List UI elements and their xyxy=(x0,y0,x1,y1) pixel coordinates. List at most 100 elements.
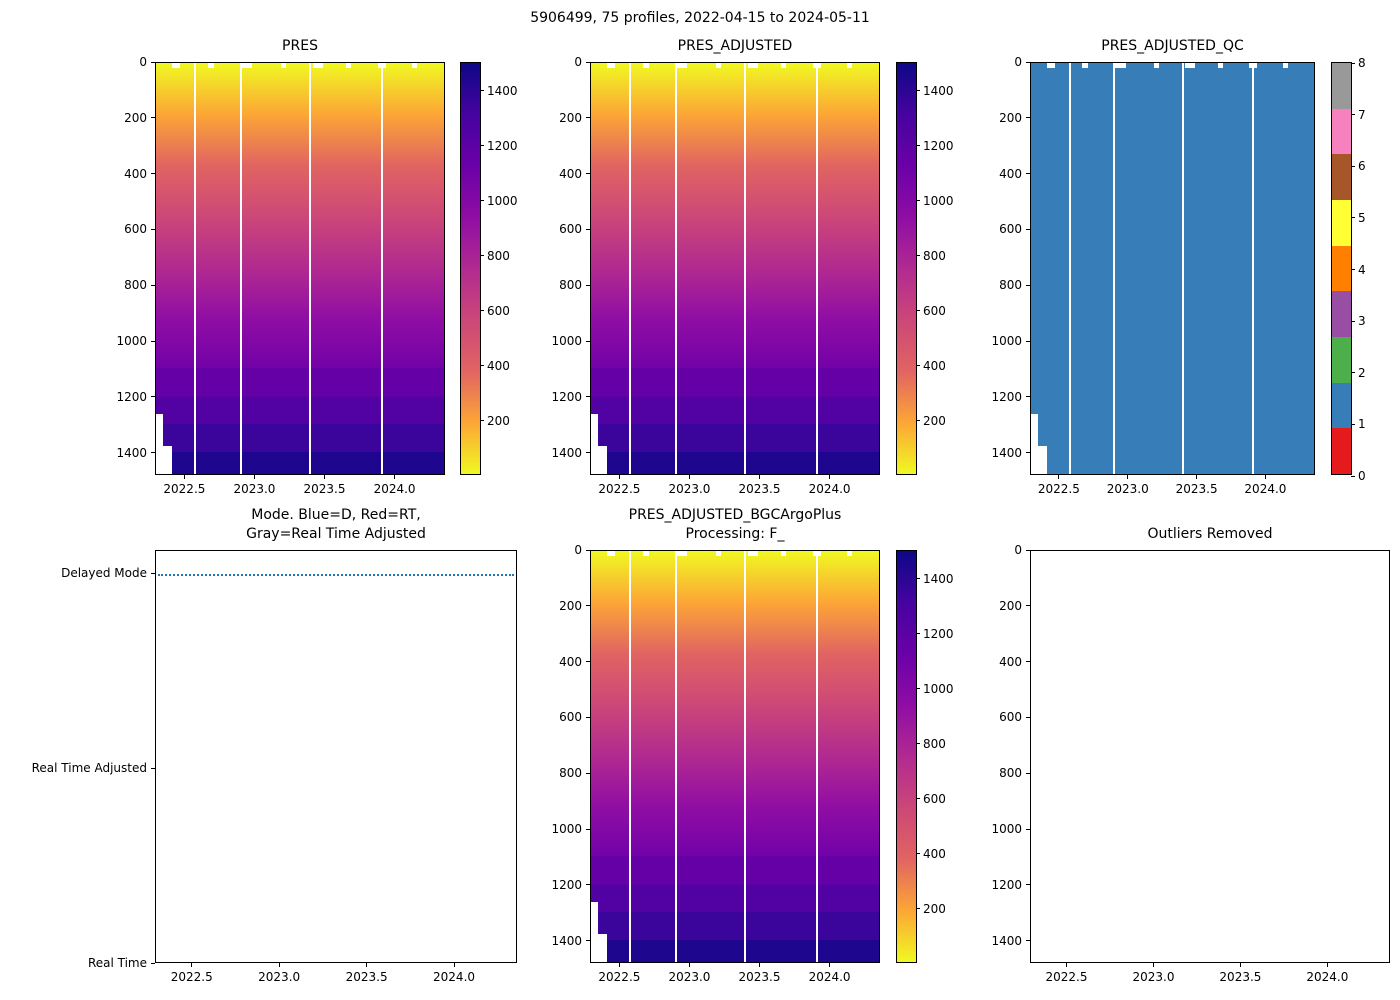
xtick xyxy=(183,475,185,479)
ytick xyxy=(151,61,155,63)
gap xyxy=(744,63,747,474)
cbtick xyxy=(916,420,920,422)
ylab: 200 xyxy=(124,110,147,125)
xlab: 2024.0 xyxy=(1306,970,1349,984)
ylab: 1400 xyxy=(116,445,147,460)
notch xyxy=(239,63,253,68)
cblab: 200 xyxy=(923,901,946,916)
ytick xyxy=(586,772,590,774)
cblab: 4 xyxy=(1358,262,1366,277)
xtick xyxy=(1196,475,1198,479)
cbtick xyxy=(916,145,920,147)
axes-qc xyxy=(1030,62,1315,475)
xlab: 2024.0 xyxy=(1244,482,1287,496)
cbtick xyxy=(1351,372,1355,374)
xlab: 2023.0 xyxy=(258,970,301,984)
notch xyxy=(312,63,324,68)
xlab: 2023.5 xyxy=(738,482,781,496)
cblab: 3 xyxy=(1358,314,1366,329)
ylab: 1400 xyxy=(991,933,1022,948)
notch xyxy=(606,63,616,68)
ytick xyxy=(586,117,590,119)
ylab: 600 xyxy=(559,710,582,725)
notch xyxy=(1185,63,1196,68)
cblab: 1200 xyxy=(487,138,518,153)
cblab: 5 xyxy=(1358,210,1366,225)
gap xyxy=(1068,63,1071,474)
subplot-pres-adjusted-bgc: PRES_ADJUSTED_BGCArgoPlus Processing: F_… xyxy=(551,507,880,984)
cbtick xyxy=(916,255,920,257)
cblab: 6 xyxy=(1358,159,1366,174)
cbtick xyxy=(916,200,920,202)
ytick xyxy=(1026,772,1030,774)
cblab: 400 xyxy=(487,358,510,373)
heatmap-surface-pres xyxy=(156,63,444,474)
step xyxy=(591,414,598,474)
cblab: 1000 xyxy=(923,681,954,696)
xtick xyxy=(759,963,761,967)
notch xyxy=(171,63,181,68)
ylab: 800 xyxy=(559,766,582,781)
figure-title: 5906499, 75 profiles, 2022-04-15 to 2024… xyxy=(530,10,870,26)
ytick xyxy=(1026,284,1030,286)
ytick xyxy=(1026,884,1030,886)
ylab: 600 xyxy=(559,222,582,237)
ylab: 1400 xyxy=(991,445,1022,460)
xtick xyxy=(191,963,193,967)
ytick xyxy=(1026,605,1030,607)
notch xyxy=(281,63,287,68)
notch xyxy=(747,551,759,556)
cbtick xyxy=(1351,423,1355,425)
ytick xyxy=(1026,228,1030,230)
notch xyxy=(1113,63,1126,68)
xlab: 2022.5 xyxy=(598,970,641,984)
xlab: 2022.5 xyxy=(1045,970,1088,984)
ylab: 0 xyxy=(139,55,147,69)
axes-bgc xyxy=(590,550,880,963)
ytick xyxy=(586,940,590,942)
ytick xyxy=(586,716,590,718)
ytick xyxy=(586,884,590,886)
cbtick xyxy=(1351,475,1355,477)
notch xyxy=(606,551,616,556)
notch xyxy=(812,551,822,556)
ylab: 200 xyxy=(999,110,1022,125)
ytick xyxy=(151,284,155,286)
gap xyxy=(381,63,384,474)
notch xyxy=(642,551,649,556)
cblab: 400 xyxy=(923,358,946,373)
xtick xyxy=(1326,963,1328,967)
ylab: 1000 xyxy=(551,822,582,837)
notch xyxy=(781,551,787,556)
ytick xyxy=(1026,549,1030,551)
notch xyxy=(346,63,352,68)
xtick xyxy=(1066,963,1068,967)
ytick xyxy=(151,117,155,119)
xlab: 2023.5 xyxy=(1175,482,1218,496)
ylab: 1200 xyxy=(991,877,1022,892)
xlab: 2024.0 xyxy=(373,482,416,496)
subplot-outliers: Outliers Removed 2022.5 2023.0 2023.5 2024.… xyxy=(991,526,1390,984)
step xyxy=(162,446,173,474)
notch xyxy=(412,63,418,68)
cbseg xyxy=(1332,382,1351,429)
xlab: 2022.5 xyxy=(170,970,213,984)
cbtick xyxy=(1351,320,1355,322)
ytick xyxy=(586,228,590,230)
cbseg xyxy=(1332,245,1351,292)
cblab: 1200 xyxy=(923,626,954,641)
ylab: 400 xyxy=(559,166,582,181)
xtick xyxy=(394,475,396,479)
ylab: 0 xyxy=(574,55,582,69)
colorbar-bgc: 200 400 600 800 1000 1200 1400 xyxy=(896,550,954,963)
ylab: 1200 xyxy=(116,389,147,404)
ytick xyxy=(151,452,155,454)
cbtick xyxy=(916,633,920,635)
ylab: 600 xyxy=(124,222,147,237)
ylab: 1400 xyxy=(551,445,582,460)
ylab: 400 xyxy=(124,166,147,181)
cbtick xyxy=(916,578,920,580)
xtick xyxy=(253,475,255,479)
ylab: Delayed Mode xyxy=(61,566,147,581)
ylab: 200 xyxy=(559,110,582,125)
